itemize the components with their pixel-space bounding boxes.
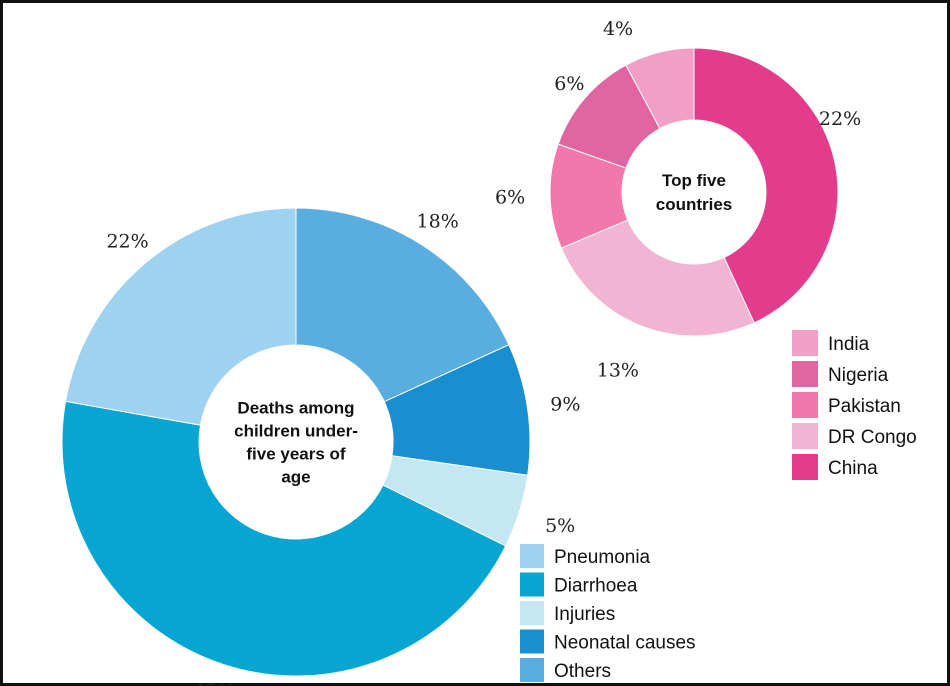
- legend-label-pakistan: Pakistan: [828, 396, 901, 417]
- legend-label-pneumonia: Pneumonia: [554, 547, 651, 568]
- legend-swatch-china: [792, 454, 818, 480]
- legend-swatch-injuries: [520, 601, 544, 625]
- legend-label-others: Others: [554, 661, 611, 682]
- legend-label-india: India: [828, 334, 870, 355]
- center-label-line: age: [281, 467, 310, 486]
- legend-swatch-others: [520, 658, 544, 682]
- data-label-dr-congo: 13%: [597, 359, 639, 381]
- data-label-diarrhoea: 45%: [193, 680, 235, 686]
- legend-label-neonatal-causes: Neonatal causes: [554, 633, 696, 654]
- slice-diarrhoea: [61, 400, 507, 677]
- center-label-line: Deaths among: [237, 398, 354, 417]
- legend-swatch-pneumonia: [520, 544, 544, 568]
- center-label-line: children under-: [234, 421, 358, 440]
- legend-label-nigeria: Nigeria: [828, 365, 889, 386]
- data-label-china: 22%: [819, 108, 861, 130]
- legend-swatch-dr-congo: [792, 423, 818, 449]
- data-label-pakistan: 6%: [495, 186, 525, 208]
- legend-swatch-nigeria: [792, 361, 818, 387]
- legend-swatch-india: [792, 330, 818, 356]
- countries-donut-chart: 22% 13% 6% 6% 4% Top five countries India Nigeri…: [495, 18, 917, 480]
- legend-swatch-diarrhoea: [520, 572, 544, 597]
- deaths-donut-chart: 18% 9% 5% 45% 22% Deaths among children under-…: [61, 207, 696, 686]
- legend-label-diarrhoea: Diarrhoea: [554, 576, 638, 597]
- data-label-nigeria: 6%: [554, 73, 584, 95]
- slice-china: [693, 47, 839, 324]
- slice-pneumonia: [64, 207, 297, 426]
- data-label-pneumonia: 22%: [106, 230, 148, 252]
- data-label-others: 18%: [417, 211, 459, 233]
- center-label-line: countries: [656, 195, 733, 214]
- legend-swatch-neonatal-causes: [520, 629, 544, 654]
- legend-swatch-pakistan: [792, 392, 818, 418]
- center-label-line: five years of: [246, 444, 346, 463]
- legend-label-dr-congo: DR Congo: [828, 427, 917, 448]
- data-label-neonatal-causes: 9%: [550, 394, 580, 416]
- center-label-line: Top five: [662, 171, 726, 190]
- slice-dr-congo: [560, 219, 755, 337]
- legend-label-china: China: [828, 458, 878, 479]
- legend-label-injuries: Injuries: [554, 604, 615, 625]
- data-label-india: 4%: [603, 18, 633, 40]
- slice-india: [625, 47, 695, 130]
- data-label-injuries: 5%: [545, 515, 575, 537]
- slice-others: [295, 207, 510, 403]
